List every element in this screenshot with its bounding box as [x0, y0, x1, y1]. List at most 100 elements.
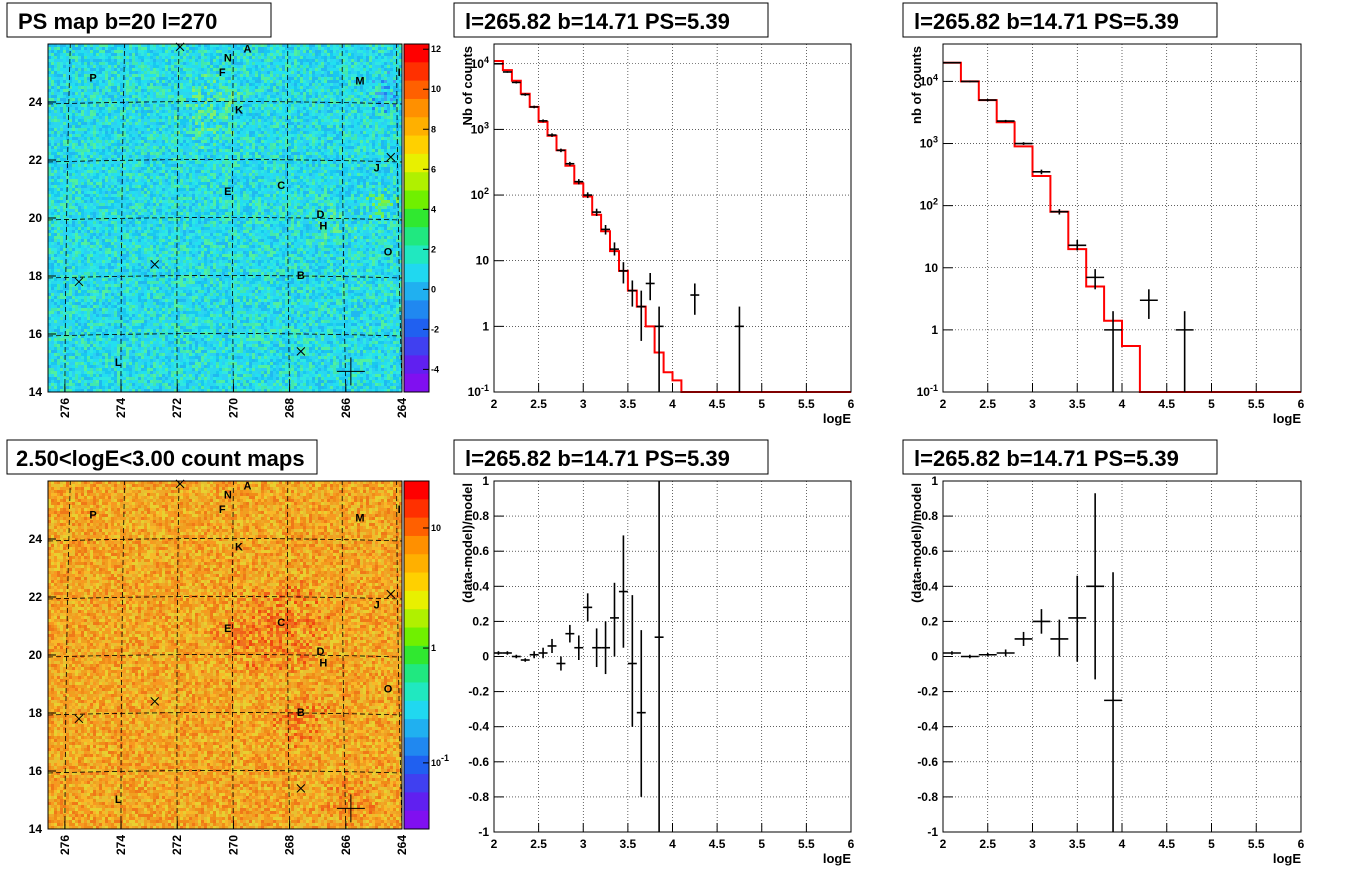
map-pixel — [369, 74, 373, 78]
map-pixel — [294, 80, 298, 84]
map-pixel — [132, 56, 136, 60]
map-pixel — [156, 104, 160, 108]
map-pixel — [138, 110, 142, 114]
map-pixel — [192, 128, 196, 132]
map-pixel — [102, 149, 106, 153]
map-pixel — [222, 86, 226, 90]
map-pixel — [339, 50, 343, 54]
map-pixel — [99, 140, 103, 144]
map-pixel — [387, 80, 391, 84]
map-pixel — [225, 107, 229, 111]
map-pixel — [126, 74, 130, 78]
map-pixel — [375, 110, 379, 114]
map-pixel — [129, 44, 133, 48]
map-pixel — [171, 107, 175, 111]
map-pixel — [111, 110, 115, 114]
map-pixel — [228, 107, 232, 111]
map-pixel — [258, 47, 262, 51]
map-pixel — [66, 137, 70, 141]
map-pixel — [288, 134, 292, 138]
map-pixel — [198, 131, 202, 135]
map-pixel — [351, 152, 355, 156]
map-pixel — [372, 80, 376, 84]
map-pixel — [90, 155, 94, 159]
map-pixel — [255, 74, 259, 78]
map-pixel — [231, 119, 235, 123]
map-pixel — [213, 110, 217, 114]
map-pixel — [237, 122, 241, 126]
map-pixel — [357, 164, 361, 168]
map-pixel — [60, 65, 64, 69]
map-pixel — [375, 131, 379, 135]
map-pixel — [225, 167, 229, 171]
map-pixel — [150, 74, 154, 78]
map-pixel — [108, 158, 112, 162]
map-pixel — [252, 101, 256, 105]
map-pixel — [246, 113, 250, 117]
map-pixel — [351, 155, 355, 159]
map-pixel — [165, 98, 169, 102]
map-pixel — [249, 74, 253, 78]
map-pixel — [297, 44, 301, 48]
map-pixel — [279, 119, 283, 123]
map-pixel — [264, 110, 268, 114]
map-pixel — [258, 143, 262, 147]
map-pixel — [132, 62, 136, 66]
map-pixel — [291, 152, 295, 156]
map-pixel — [225, 143, 229, 147]
map-pixel — [333, 56, 337, 60]
map-pixel — [78, 89, 82, 93]
map-pixel — [126, 56, 130, 60]
map-pixel — [270, 65, 274, 69]
map-pixel — [90, 65, 94, 69]
map-pixel — [234, 107, 238, 111]
map-pixel — [195, 152, 199, 156]
map-pixel — [303, 47, 307, 51]
map-pixel — [267, 125, 271, 129]
map-pixel — [234, 128, 238, 132]
map-pixel — [108, 80, 112, 84]
map-pixel — [180, 110, 184, 114]
map-pixel — [156, 137, 160, 141]
map-pixel — [222, 113, 226, 117]
map-pixel — [108, 128, 112, 132]
map-pixel — [123, 74, 127, 78]
map-pixel — [204, 110, 208, 114]
map-pixel — [387, 50, 391, 54]
map-pixel — [369, 167, 373, 171]
map-pixel — [273, 53, 277, 57]
map-pixel — [369, 125, 373, 129]
map-pixel — [207, 122, 211, 126]
map-pixel — [237, 128, 241, 132]
map-pixel — [108, 101, 112, 105]
map-pixel — [237, 86, 241, 90]
map-pixel — [153, 68, 157, 72]
map-pixel — [351, 80, 355, 84]
map-pixel — [240, 98, 244, 102]
map-pixel — [318, 110, 322, 114]
map-pixel — [369, 59, 373, 63]
map-pixel — [210, 44, 214, 48]
map-pixel — [147, 116, 151, 120]
map-pixel — [267, 50, 271, 54]
map-pixel — [315, 56, 319, 60]
map-pixel — [75, 128, 79, 132]
map-pixel — [93, 77, 97, 81]
map-pixel — [222, 161, 226, 165]
map-pixel — [201, 77, 205, 81]
map-pixel — [75, 56, 79, 60]
map-pixel — [168, 104, 172, 108]
map-pixel — [99, 149, 103, 153]
map-pixel — [99, 143, 103, 147]
map-pixel — [342, 161, 346, 165]
map-pixel — [255, 134, 259, 138]
map-pixel — [237, 68, 241, 72]
map-pixel — [234, 62, 238, 66]
map-pixel — [84, 74, 88, 78]
map-pixel — [324, 113, 328, 117]
map-pixel — [330, 146, 334, 150]
map-pixel — [372, 104, 376, 108]
map-pixel — [228, 158, 232, 162]
map-pixel — [315, 80, 319, 84]
map-pixel — [390, 98, 394, 102]
